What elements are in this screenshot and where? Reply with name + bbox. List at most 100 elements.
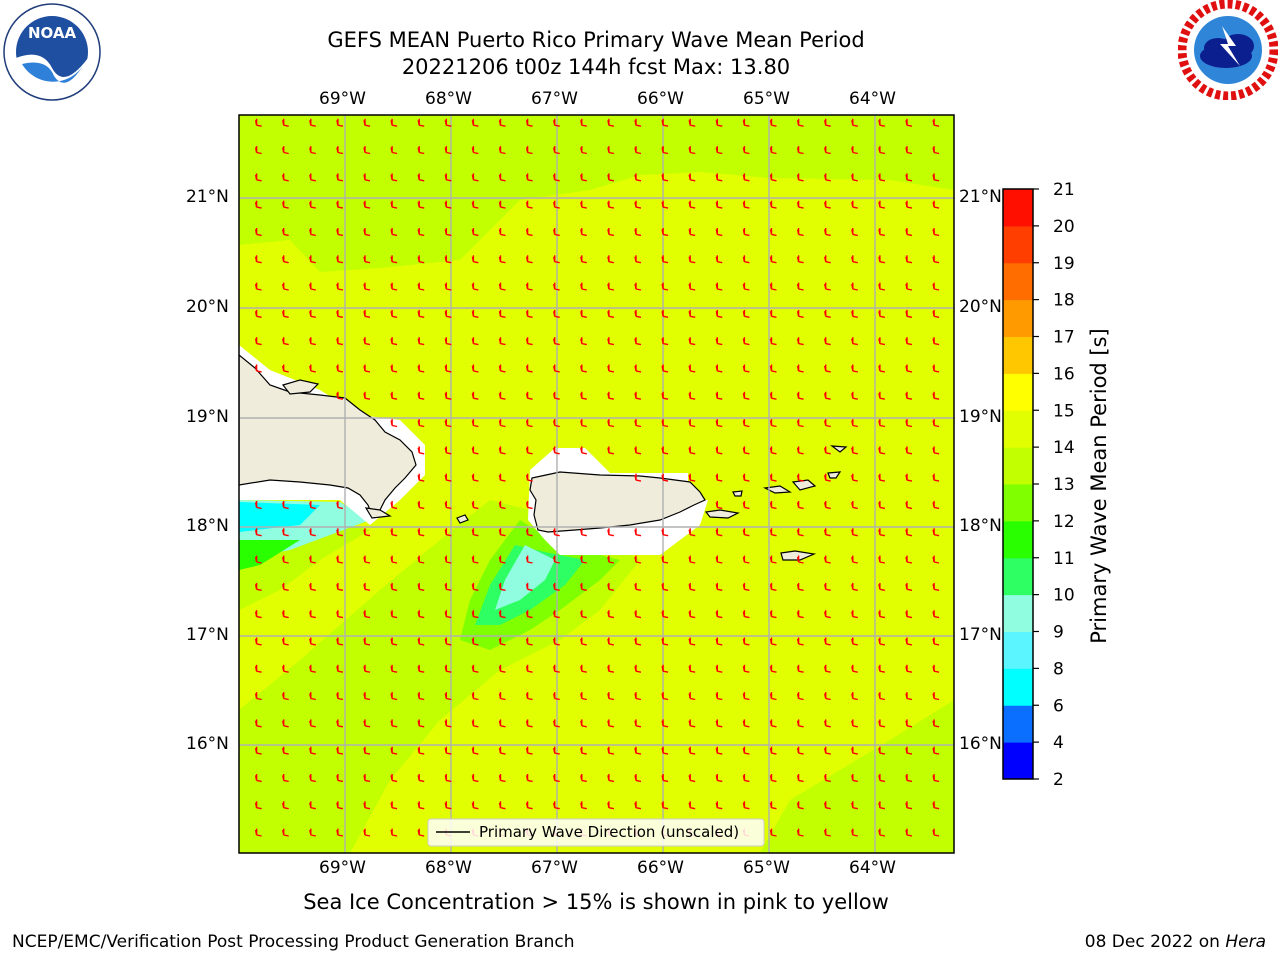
wave-arrow-head — [471, 693, 479, 701]
wave-arrow-head — [688, 447, 696, 455]
wave-arrow-head — [796, 693, 804, 701]
wave-arrow-head — [580, 365, 587, 373]
wave-arrow-head — [336, 829, 344, 837]
wave-arrow-head — [851, 556, 858, 564]
wave-arrow-head — [553, 147, 560, 155]
wave-arrow-head — [715, 775, 723, 783]
wave-arrow-head — [336, 120, 344, 127]
wave-arrow-head — [796, 775, 804, 783]
wave-arrow-head — [796, 365, 804, 373]
wave-arrow-head — [688, 775, 696, 783]
wave-arrow-head — [878, 556, 886, 564]
wave-arrow-head — [742, 638, 750, 646]
wave-arrow-head — [607, 120, 615, 127]
wave-arrow-head — [715, 283, 723, 291]
wave-arrow-head — [742, 529, 750, 537]
wave-arrow-head — [471, 747, 479, 755]
wave-arrow-head — [498, 802, 506, 810]
wave-arrow-head — [309, 720, 316, 728]
wave-arrow-head — [796, 256, 804, 264]
wave-arrow-head — [525, 529, 533, 537]
wave-arrow-head — [336, 311, 344, 318]
wave-arrow-head — [444, 174, 452, 182]
wave-arrow-head — [525, 693, 533, 701]
wave-arrow-head — [363, 747, 371, 755]
wave-arrow-head — [742, 693, 750, 701]
wave-arrow-head — [878, 229, 886, 237]
wave-arrow-head — [742, 447, 750, 455]
wave-arrow-head — [661, 611, 669, 619]
wave-arrow-head — [417, 584, 425, 591]
wave-arrow-head — [661, 474, 669, 482]
wave-arrow-head — [525, 556, 533, 564]
wave-arrow-head — [769, 147, 777, 155]
wave-arrow-head — [363, 365, 371, 373]
wave-arrow-head — [796, 747, 804, 755]
footer-date-text: 08 Dec 2022 on — [1084, 932, 1226, 952]
wave-arrow-head — [796, 584, 804, 591]
wave-arrow-head — [661, 174, 669, 182]
wave-arrow-head — [336, 638, 344, 646]
wave-arrow-head — [688, 529, 696, 537]
field-13s-north — [239, 115, 954, 272]
wave-arrow-head — [851, 638, 858, 646]
wave-arrow-head — [363, 829, 371, 837]
wave-arrow-head — [824, 693, 831, 701]
wave-arrow-head — [634, 747, 642, 755]
wave-arrow-head — [254, 283, 262, 291]
wave-arrow-head — [390, 147, 398, 155]
wave-arrow-head — [336, 229, 344, 237]
wave-arrow-head — [634, 584, 642, 591]
wave-arrow-head — [715, 720, 723, 728]
wave-arrow-head — [824, 147, 831, 155]
wave-arrow-head — [363, 147, 371, 155]
wave-arrow-head — [688, 201, 696, 209]
wave-arrow-head — [498, 201, 506, 209]
wave-arrow-head — [553, 584, 560, 591]
wave-arrow-head — [580, 802, 587, 810]
wave-arrow-head — [796, 502, 804, 510]
colorbar-tick-label: 16 — [1053, 364, 1075, 384]
wave-arrow-head — [254, 666, 262, 673]
wave-arrow-head — [254, 638, 262, 646]
wave-arrow-head — [769, 283, 777, 291]
wave-arrow-head — [525, 474, 533, 482]
wave-arrow-head — [471, 474, 479, 482]
wave-arrow-head — [525, 666, 533, 673]
sea-ice-caption: Sea Ice Concentration > 15% is shown in … — [303, 890, 889, 914]
wave-arrow-head — [363, 311, 371, 318]
wave-arrow-head — [471, 174, 479, 182]
wave-arrow-head — [634, 283, 642, 291]
wave-arrow-head — [498, 283, 506, 291]
wave-arrow-head — [498, 365, 506, 373]
wave-arrow-head — [417, 693, 425, 701]
wave-arrow-head — [498, 393, 506, 400]
wave-arrow-head — [715, 338, 723, 346]
wave-arrow-head — [363, 529, 371, 537]
lat-label-left-20n: 20°N — [186, 297, 229, 317]
wave-arrow-head — [417, 338, 425, 346]
wave-arrow-head — [254, 693, 262, 701]
wave-arrow-head — [525, 174, 533, 182]
colorbar-tick-label: 21 — [1053, 180, 1075, 200]
colorbar-tick-label: 20 — [1053, 217, 1075, 237]
wave-arrow-head — [444, 447, 452, 455]
wave-arrow-head — [417, 147, 425, 155]
wave-arrow-head — [607, 420, 615, 428]
wave-arrow-head — [634, 447, 642, 455]
wave-arrow-head — [932, 556, 940, 564]
wave-arrow-head — [309, 747, 316, 755]
wave-arrow-head — [851, 120, 858, 127]
wave-arrow-head — [254, 775, 262, 783]
wave-arrow-head — [634, 720, 642, 728]
wave-arrow-head — [282, 338, 289, 346]
wave-arrow-head — [878, 147, 886, 155]
wave-arrow-head — [715, 393, 723, 400]
wave-arrow-head — [688, 283, 696, 291]
wave-arrow-head — [282, 638, 289, 646]
wave-arrow-head — [525, 229, 533, 237]
wave-arrow-head — [417, 720, 425, 728]
wave-arrow-head — [390, 311, 398, 318]
wave-arrow-head — [688, 338, 696, 346]
